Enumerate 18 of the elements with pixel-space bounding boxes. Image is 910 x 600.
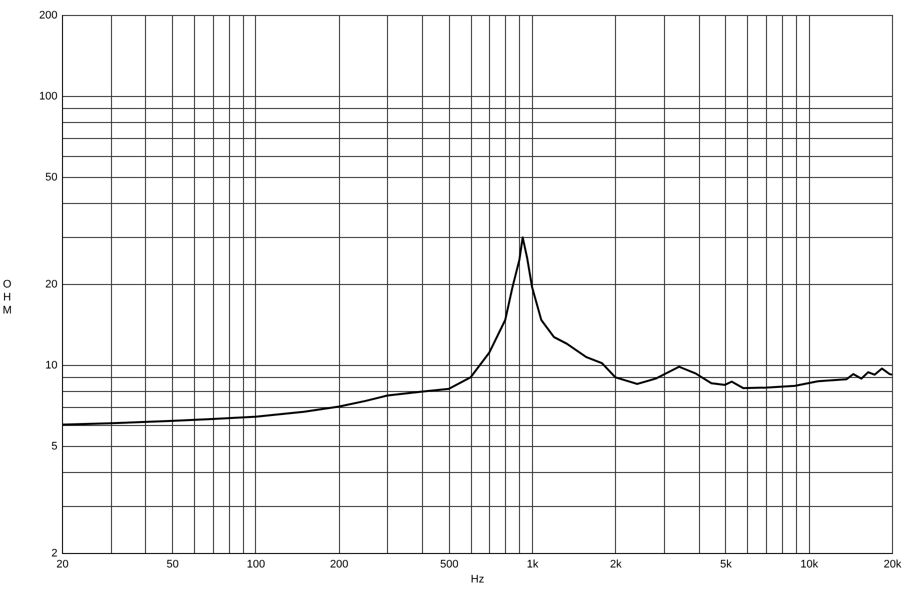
x-tick-label: 500 [440,558,458,570]
y-tick-label: 200 [39,10,58,22]
x-tick-label: 5k [720,558,732,570]
x-tick-label: 200 [330,558,348,570]
x-tick-label: 2k [610,558,622,570]
y-tick-label: 5 [51,440,58,452]
x-axis-title: Hz [470,574,484,586]
y-tick-label: 50 [45,171,58,184]
x-tick-label: 10k [800,558,819,570]
y-tick-label: 10 [45,359,58,372]
x-tick-label: 100 [246,558,266,570]
x-tick-label: 1k [526,558,539,570]
y-tick-label: 20 [45,278,58,290]
x-tick-label: 50 [166,558,179,570]
y-tick-label: 100 [39,90,58,102]
x-tick-label: 20k [884,558,902,570]
y-axis-title: OHM [2,278,12,316]
y-tick-label: 2 [51,548,58,560]
